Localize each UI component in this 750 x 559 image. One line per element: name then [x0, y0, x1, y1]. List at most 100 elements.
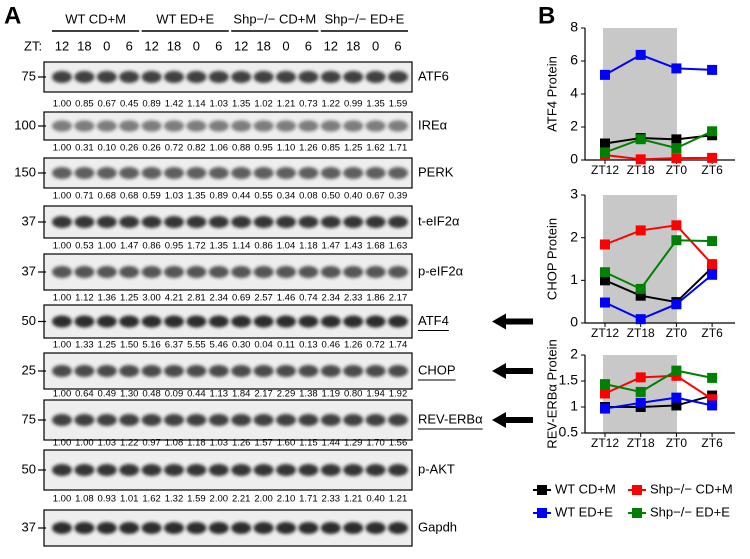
quantification: 1.57: [254, 438, 273, 449]
quantification: 1.46: [277, 293, 296, 304]
quantification: 1.62: [366, 143, 385, 154]
x-tick-label: ZT6: [701, 326, 723, 340]
blot-band: [343, 365, 364, 377]
blot-band: [74, 71, 95, 83]
series-line: [605, 394, 713, 408]
blot-band: [231, 71, 252, 83]
zt-value: 18: [77, 38, 91, 53]
protein-label: ATF6: [418, 68, 449, 83]
series-line: [604, 134, 713, 145]
blot-band: [253, 365, 274, 377]
zt-value: 0: [193, 38, 200, 53]
y-tick-label: 1: [570, 271, 578, 287]
data-point: [671, 143, 682, 154]
quantification: 1.56: [389, 438, 408, 449]
data-point: [600, 379, 610, 390]
quantification: 0.49: [98, 389, 117, 400]
y-tick-label: 2: [570, 118, 578, 134]
zt-value: 18: [256, 38, 270, 53]
data-point: [600, 147, 610, 158]
data-point: [635, 372, 646, 383]
protein-label: PERK: [418, 164, 454, 179]
quantification: 1.03: [98, 438, 117, 449]
series-line: [604, 130, 713, 154]
molecular-weight: 37: [22, 213, 36, 228]
quantification: 0.55: [254, 191, 273, 202]
data-point: [671, 63, 682, 74]
protein-label: CHOP: [418, 362, 456, 377]
quantification: 1.00: [53, 293, 72, 304]
quantification: 0.72: [366, 340, 385, 351]
data-point: [635, 283, 646, 294]
quantification: 0.97: [142, 438, 161, 449]
quantification: 1.19: [322, 389, 341, 400]
arrow: [492, 412, 533, 428]
quantification: 0.13: [299, 340, 318, 351]
blot-band: [343, 464, 364, 476]
quantification: 1.38: [299, 389, 318, 400]
blot-band: [298, 522, 319, 534]
blot-band: [276, 266, 296, 278]
quantification: 2.17: [389, 293, 408, 304]
quantification: 1.26: [299, 143, 318, 154]
zt-value: 6: [305, 38, 312, 53]
blot-band: [96, 522, 117, 534]
data-point: [671, 299, 682, 310]
quantification: 0.39: [389, 191, 408, 202]
quantification: 1.47: [322, 241, 341, 252]
blot-band: [343, 71, 364, 83]
blot-band: [208, 120, 229, 132]
x-tick-label: ZT6: [701, 163, 723, 177]
quantification: 0.59: [142, 191, 161, 202]
y-tick-label: 6: [570, 52, 578, 68]
data-point: [635, 225, 646, 236]
blot-band: [141, 266, 162, 278]
blot-band: [119, 464, 140, 476]
protein-label: ATF4: [418, 313, 449, 328]
quantification: 0.09: [165, 389, 184, 400]
quantification: 0.85: [322, 143, 341, 154]
blot-band: [298, 120, 319, 132]
blot-band: [298, 365, 319, 377]
arrow: [492, 363, 533, 379]
blot-band: [52, 216, 72, 228]
blot-band: [52, 266, 72, 278]
x-tick-label: ZT18: [627, 436, 655, 450]
blot-band: [343, 522, 364, 534]
zt-value: 6: [394, 38, 401, 53]
blot-band: [253, 266, 274, 278]
quantification: 0.53: [75, 241, 94, 252]
blot-band: [208, 216, 229, 228]
blot-band: [343, 315, 364, 328]
quantification: 1.86: [366, 293, 385, 304]
protein-label: p-eIF2α: [418, 263, 464, 278]
quantification: 0.64: [75, 389, 94, 400]
quantification: 1.22: [322, 99, 341, 110]
blot-band: [52, 71, 72, 83]
blot-band: [164, 120, 184, 132]
quantification: 0.31: [75, 143, 94, 154]
blot-band: [164, 414, 184, 426]
blot-band: [388, 414, 408, 426]
quantification: 1.63: [389, 241, 408, 252]
blot-band: [365, 522, 386, 534]
y-axis-title: ATF4 Protein: [544, 56, 559, 132]
quantification: 2.29: [277, 389, 296, 400]
quantification: 0.68: [98, 191, 117, 202]
blot-band: [320, 266, 341, 278]
data-point: [671, 400, 682, 411]
blot-band: [231, 464, 252, 476]
quantification: 1.08: [75, 494, 94, 505]
quantification: 1.18: [187, 438, 206, 449]
data-point: [635, 49, 646, 60]
blot-band: [96, 414, 117, 426]
blot-band: [298, 266, 319, 278]
y-tick-label: 1: [570, 398, 578, 414]
quantification: 1.32: [165, 494, 184, 505]
blot-band: [96, 167, 117, 179]
x-tick-label: ZT12: [591, 436, 619, 450]
blot-band: [231, 365, 252, 377]
legend-label: Shp−/− CD+M: [650, 481, 733, 496]
quantification: 1.29: [344, 438, 363, 449]
data-point: [600, 297, 610, 308]
